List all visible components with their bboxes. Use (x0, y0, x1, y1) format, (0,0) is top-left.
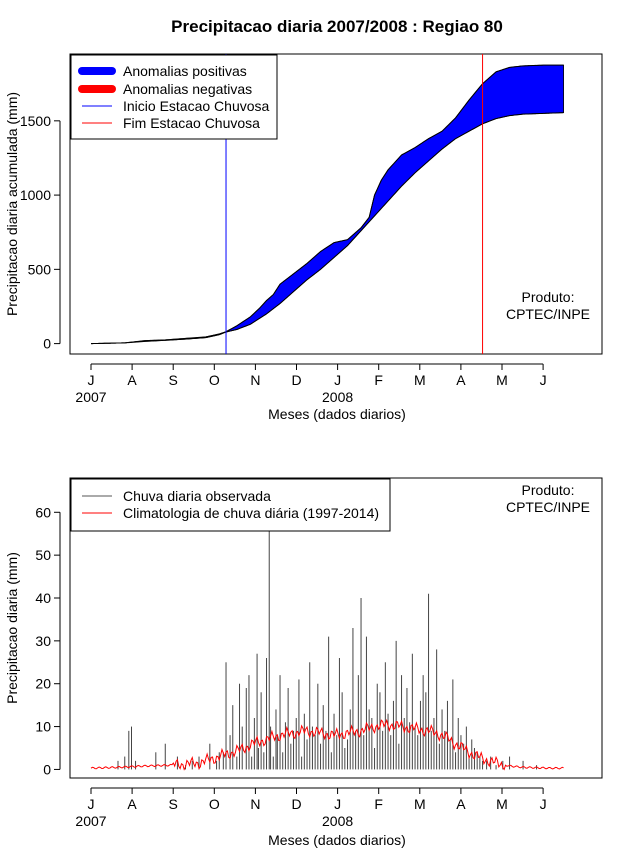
y-tick-label: 500 (28, 261, 52, 277)
x-tick-label: D (291, 372, 301, 388)
year-label: 2007 (75, 389, 106, 405)
plot2-credit-line2: CPTEC/INPE (506, 499, 590, 515)
climatology-accumulated-line (90, 112, 564, 345)
legend-label-observed: Chuva diaria observada (123, 488, 271, 504)
x-tick-label: J (88, 796, 95, 812)
plot1-data (90, 54, 564, 354)
plot2-frame (69, 477, 603, 779)
plot2-legend-box (70, 478, 391, 532)
plot1-credit-line2: CPTEC/INPE (506, 306, 590, 322)
legend-label-climatology: Climatologia de chuva diária (1997-2014) (123, 505, 379, 521)
plot2-data (90, 490, 564, 771)
x-tick-label: J (540, 372, 547, 388)
legend-label-season-start: Inicio Estacao Chuvosa (123, 98, 270, 114)
plot1-frame (69, 53, 603, 355)
x-tick-label: D (291, 796, 301, 812)
x-tick-label: J (334, 372, 341, 388)
y-tick-label: 1500 (20, 113, 51, 129)
y-tick-label: 0 (43, 761, 51, 777)
plot1-xlabel: Meses (dados diarios) (268, 406, 406, 422)
x-tick-label: M (496, 372, 508, 388)
x-tick-label: J (334, 796, 341, 812)
plot1-legend: Anomalias positivas Anomalias negativas … (70, 54, 278, 140)
x-tick-label: F (374, 372, 383, 388)
y-tick-label: 1000 (20, 187, 51, 203)
x-tick-label: A (456, 796, 466, 812)
x-tick-label: S (169, 796, 178, 812)
x-tick-label: N (250, 372, 260, 388)
plot2-ylabel: Precipitacao diaria (mm) (4, 552, 20, 704)
plot1-credit-line1: Produto: (522, 289, 575, 305)
x-tick-label: J (88, 372, 95, 388)
y-tick-label: 60 (35, 504, 51, 520)
x-tick-label: O (209, 796, 220, 812)
x-tick-label: O (209, 372, 220, 388)
year-label: 2007 (75, 813, 106, 829)
x-tick-label: A (127, 372, 137, 388)
x-tick-label: N (250, 796, 260, 812)
y-tick-label: 10 (35, 719, 51, 735)
x-tick-label: M (414, 796, 426, 812)
y-tick-label: 0 (43, 336, 51, 352)
x-tick-label: S (169, 372, 178, 388)
legend-label-positive: Anomalias positivas (123, 63, 247, 79)
year-label: 2008 (322, 389, 353, 405)
x-tick-label: A (456, 372, 466, 388)
chart-title: Precipitacao diaria 2007/2008 : Regiao 8… (171, 17, 503, 36)
x-tick-label: A (127, 796, 137, 812)
plot1-ylabel: Precipitacao diaria acumulada (mm) (4, 92, 20, 316)
climatology-daily-line (90, 718, 564, 771)
plot2-legend: Chuva diaria observada Climatologia de c… (70, 478, 391, 532)
year-label: 2008 (322, 813, 353, 829)
x-tick-label: M (496, 796, 508, 812)
observed-accumulated-line (90, 64, 564, 345)
x-tick-label: M (414, 372, 426, 388)
plot2-xlabel: Meses (dados diarios) (268, 832, 406, 848)
legend-label-season-end: Fim Estacao Chuvosa (123, 115, 260, 131)
plot2-credit-line1: Produto: (522, 482, 575, 498)
x-tick-label: F (374, 796, 383, 812)
x-tick-label: J (540, 796, 547, 812)
legend-label-negative: Anomalias negativas (123, 81, 252, 97)
y-tick-label: 50 (35, 547, 51, 563)
y-tick-label: 20 (35, 676, 51, 692)
y-tick-label: 40 (35, 590, 51, 606)
y-tick-label: 30 (35, 633, 51, 649)
